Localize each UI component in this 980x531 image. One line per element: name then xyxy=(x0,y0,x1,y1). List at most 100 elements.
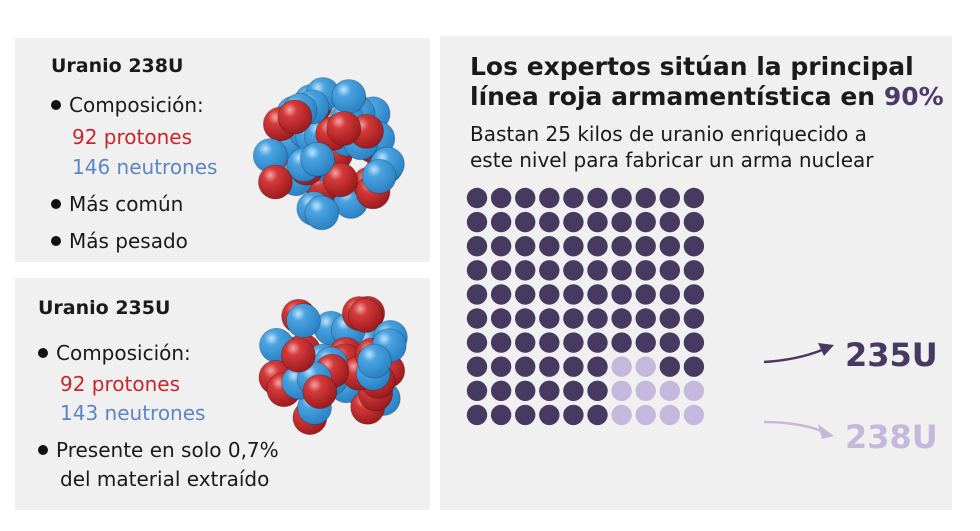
waffle-dot-235u xyxy=(611,236,632,257)
waffle-dot-238u xyxy=(611,404,632,426)
neutron-sphere xyxy=(331,79,367,114)
waffle-dot-235u xyxy=(635,236,656,257)
uranium-235-composition-label: Composición: xyxy=(56,341,191,365)
waffle-dot-238u xyxy=(683,404,705,426)
bullet-icon xyxy=(38,444,48,455)
waffle-dot-235u xyxy=(683,260,705,281)
waffle-dot-235u xyxy=(611,332,632,353)
waffle-dot-235u xyxy=(539,236,560,257)
waffle-dot-235u xyxy=(539,284,560,305)
waffle-dot-235u xyxy=(466,356,488,377)
waffle-dot-235u xyxy=(659,284,680,305)
waffle-dot-235u xyxy=(539,260,560,281)
waffle-dot-235u xyxy=(563,260,584,281)
waffle-dot-235u xyxy=(539,211,560,233)
waffle-dot-235u xyxy=(659,211,680,233)
enrichment-subhead-line1: Bastan 25 kilos de uranio enriquecido a xyxy=(470,122,867,146)
waffle-dot-235u xyxy=(466,284,488,305)
waffle-dot-235u xyxy=(515,356,536,377)
waffle-dot-235u xyxy=(563,236,584,257)
waffle-dot-235u xyxy=(539,404,560,426)
waffle-dot-235u xyxy=(635,260,656,281)
waffle-dot-235u xyxy=(539,380,560,401)
waffle-dot-235u xyxy=(539,187,560,209)
waffle-dot-235u xyxy=(515,380,536,401)
label-238u: 238U xyxy=(845,418,938,456)
proton-sphere xyxy=(302,374,338,409)
waffle-dot-235u xyxy=(563,284,584,305)
arrow-235-icon xyxy=(763,343,834,364)
waffle-dot-235u xyxy=(587,187,608,209)
waffle-dot-235u xyxy=(683,211,705,233)
waffle-dot-235u xyxy=(563,380,584,401)
waffle-dot-235u xyxy=(659,356,680,377)
waffle-dot-235u xyxy=(466,260,488,281)
uranium-235-composition-bullet: Composición: xyxy=(38,341,191,365)
uranium-238-nucleus-illustration xyxy=(252,77,405,231)
uranium-238-heavy-text: Más pesado xyxy=(69,229,188,253)
waffle-dot-235u xyxy=(563,187,584,209)
bullet-icon xyxy=(51,235,61,246)
bullet-icon xyxy=(51,198,61,209)
waffle-dot-235u xyxy=(490,380,512,401)
waffle-dot-235u xyxy=(635,187,656,209)
waffle-dot-235u xyxy=(683,187,705,209)
waffle-dot-235u xyxy=(515,308,536,329)
waffle-dot-235u xyxy=(587,211,608,233)
waffle-dot-238u xyxy=(659,380,680,401)
waffle-dot-235u xyxy=(466,236,488,257)
waffle-dot-235u xyxy=(635,308,656,329)
waffle-dot-235u xyxy=(659,236,680,257)
waffle-dot-235u xyxy=(490,308,512,329)
waffle-dot-235u xyxy=(466,211,488,233)
waffle-dot-238u xyxy=(635,380,656,401)
waffle-dot-235u xyxy=(587,236,608,257)
waffle-dot-238u xyxy=(611,380,632,401)
waffle-dot-235u xyxy=(611,284,632,305)
uranium-235-presence-line1: Presente en solo 0,7% xyxy=(56,438,279,462)
uranium-235-title: Uranio 235U xyxy=(38,297,171,319)
uranium-238-protons: 92 protones xyxy=(72,125,192,149)
enrichment-percent: 90% xyxy=(883,82,944,111)
waffle-dot-235u xyxy=(683,236,705,257)
neutron-sphere xyxy=(304,195,340,231)
bullet-icon xyxy=(51,99,61,110)
arrow-238-icon xyxy=(763,420,834,439)
uranium-235-nucleus-illustration xyxy=(258,295,408,436)
waffle-dot-235u xyxy=(635,332,656,353)
waffle-dot-235u xyxy=(611,260,632,281)
uranium-235-protons: 92 protones xyxy=(60,372,180,396)
waffle-dot-235u xyxy=(635,211,656,233)
proton-sphere xyxy=(257,164,293,200)
waffle-dot-235u xyxy=(587,356,608,377)
uranium-235-presence-bullet: Presente en solo 0,7% xyxy=(38,438,279,462)
waffle-dot-235u xyxy=(611,211,632,233)
bullet-icon xyxy=(38,347,48,358)
waffle-dot-235u xyxy=(563,332,584,353)
waffle-dot-235u xyxy=(683,284,705,305)
neutron-sphere xyxy=(361,159,397,194)
waffle-dot-238u xyxy=(635,404,656,426)
enrichment-heading-prefix: línea roja armamentística en xyxy=(470,82,884,111)
waffle-dot-235u xyxy=(490,332,512,353)
waffle-dot-235u xyxy=(515,187,536,209)
waffle-dot-235u xyxy=(587,332,608,353)
waffle-dot-235u xyxy=(539,308,560,329)
label-235u: 235U xyxy=(845,336,938,374)
waffle-dot-235u xyxy=(659,187,680,209)
waffle-dot-235u xyxy=(490,187,512,209)
waffle-dot-235u xyxy=(515,211,536,233)
uranium-238-composition-label: Composición: xyxy=(69,93,204,117)
uranium-235-neutrons: 143 neutrones xyxy=(60,401,206,425)
waffle-dot-235u xyxy=(587,284,608,305)
waffle-dot-235u xyxy=(515,260,536,281)
waffle-dot-235u xyxy=(466,332,488,353)
waffle-dot-235u xyxy=(466,308,488,329)
uranium-235-presence-line2: del material extraído xyxy=(60,467,270,491)
uranium-238-heavy-bullet: Más pesado xyxy=(51,229,188,253)
uranium-238-neutrons: 146 neutrones xyxy=(72,155,218,179)
waffle-dot-238u xyxy=(635,356,656,377)
proton-sphere xyxy=(348,298,383,333)
waffle-chart xyxy=(466,187,705,426)
waffle-dot-235u xyxy=(490,236,512,257)
